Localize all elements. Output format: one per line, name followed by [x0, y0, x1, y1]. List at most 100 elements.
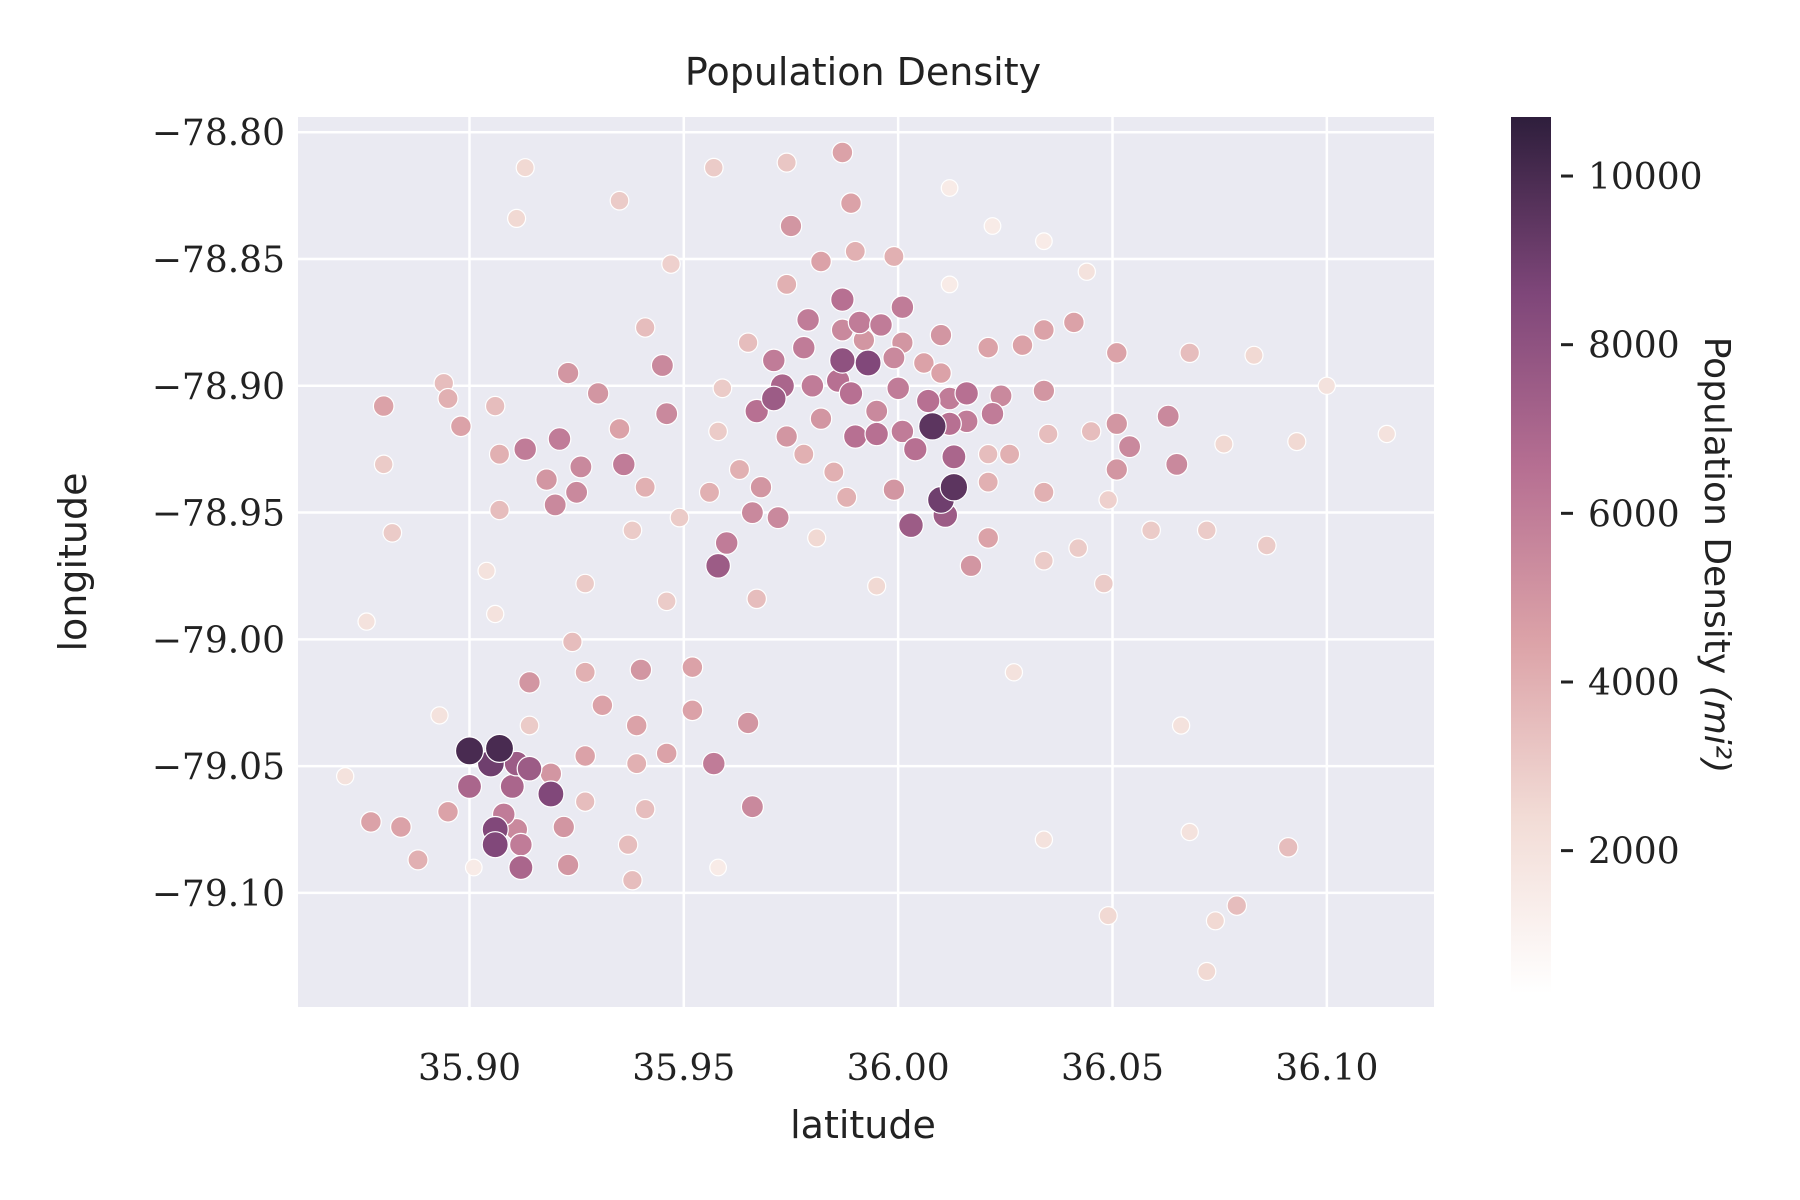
scatter-point — [940, 275, 959, 294]
scatter-point — [890, 295, 915, 320]
scatter-point — [761, 348, 786, 373]
scatter-point — [703, 157, 724, 178]
scatter-point — [1117, 435, 1142, 459]
scatter-point — [809, 407, 833, 430]
scatter-point — [1180, 822, 1199, 842]
scatter-point — [655, 742, 678, 765]
scatter-point — [481, 831, 509, 859]
scatter-point — [779, 214, 803, 238]
scatter-point — [793, 443, 815, 465]
scatter-point — [766, 505, 790, 530]
scatter-point — [740, 795, 765, 819]
colorbar-label: Population Density (mi²) — [1696, 337, 1737, 774]
scatter-point — [1105, 412, 1129, 436]
scatter-point — [823, 461, 845, 483]
scatter-point — [831, 141, 854, 164]
scatter-point — [977, 471, 999, 493]
scatter-point — [655, 402, 679, 426]
scatter-point — [954, 381, 979, 406]
y-axis-label: longitude — [51, 472, 95, 651]
x-tick-labels: 35.90 35.95 36.00 36.05 36.10 — [418, 1048, 1378, 1089]
colorbar-tick-label: 4000 — [1588, 663, 1680, 704]
scatter-point — [775, 425, 798, 448]
scatter-point — [865, 399, 889, 423]
scatter-point — [929, 323, 953, 347]
colorbar-tick-label: 6000 — [1588, 494, 1680, 535]
scatter-point — [838, 381, 864, 406]
scatter-point — [1256, 535, 1277, 556]
scatter-point — [516, 755, 543, 782]
colorbar-tick-label: 8000 — [1588, 326, 1680, 367]
y-tick-label: −78.90 — [152, 367, 285, 408]
scatter-point — [867, 576, 887, 596]
scatter-point — [1277, 836, 1299, 858]
y-tick-label: −78.80 — [152, 113, 285, 154]
scatter-point — [456, 773, 483, 800]
colorbar — [1511, 117, 1551, 994]
scatter-point — [1062, 311, 1085, 334]
scatter-point — [1004, 663, 1024, 682]
scatter-point — [489, 499, 510, 521]
scatter-point — [509, 832, 533, 857]
scatter-point — [1037, 423, 1059, 445]
scatter-point — [977, 527, 1000, 549]
scatter-point — [705, 552, 731, 579]
scatter-point — [1244, 345, 1264, 365]
scatter-point — [513, 437, 538, 462]
x-tick-label: 36.10 — [1275, 1048, 1378, 1089]
scatter-point — [1032, 379, 1056, 403]
scatter-point — [1214, 434, 1234, 454]
scatter-point — [634, 476, 656, 498]
scatter-point — [1077, 262, 1097, 281]
scatter-point — [650, 353, 675, 378]
scatter-point — [390, 816, 412, 838]
scatter-point — [830, 287, 855, 312]
scatter-point — [1165, 452, 1189, 476]
scatter-point — [854, 349, 882, 377]
data-points — [336, 141, 1397, 982]
scatter-point — [625, 714, 648, 737]
scatter-point — [574, 745, 597, 767]
scatter-point — [1317, 376, 1337, 395]
scatter-point — [829, 347, 856, 374]
scatter-point — [898, 512, 924, 539]
scatter-point — [844, 240, 866, 262]
scatter-point — [915, 388, 941, 414]
scatter-point — [564, 480, 589, 504]
scatter-point — [1287, 432, 1307, 452]
scatter-point — [537, 780, 565, 808]
scatter-point — [744, 398, 769, 424]
scatter-point — [562, 631, 583, 653]
scatter-point — [980, 401, 1005, 426]
scatter-point — [998, 443, 1021, 465]
y-tick-label: −79.10 — [152, 874, 285, 915]
scatter-point — [800, 373, 825, 398]
scatter-point — [1197, 961, 1217, 982]
scatter-point — [574, 661, 596, 683]
scatter-point — [1032, 319, 1055, 341]
scatter-point — [488, 443, 511, 465]
colorbar-tick-label: 2000 — [1588, 832, 1680, 873]
scatter-point — [869, 313, 893, 337]
scatter-point — [515, 158, 535, 178]
scatter-point — [556, 853, 580, 877]
scatter-point — [518, 671, 541, 694]
scatter-point — [708, 421, 728, 442]
scatter-point — [617, 834, 639, 855]
scatter-point — [608, 418, 631, 440]
scatter-point — [701, 751, 726, 776]
scatter-point — [1226, 895, 1248, 916]
scatter-point — [336, 767, 355, 786]
y-tick-label: −78.95 — [152, 494, 285, 535]
scatter-point — [1156, 404, 1180, 428]
scatter-point — [357, 612, 376, 631]
scatter-point — [430, 706, 449, 725]
scatter-point — [712, 378, 733, 399]
scatter-point — [1080, 421, 1102, 442]
scatter-point — [918, 411, 947, 441]
chart-title: Population Density — [685, 50, 1041, 94]
scatter-point — [543, 493, 567, 517]
scatter-point — [575, 573, 596, 594]
scatter-point — [1105, 341, 1128, 364]
scatter-point — [360, 811, 382, 833]
